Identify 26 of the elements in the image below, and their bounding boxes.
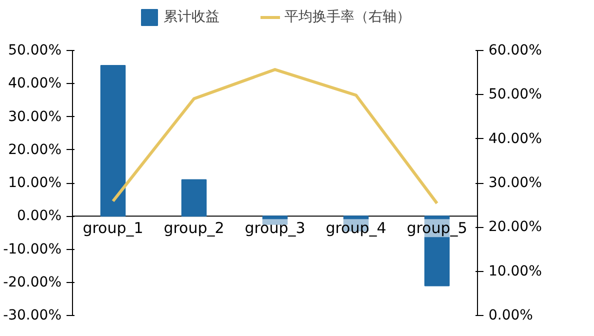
y-tick-label: 20.00% [8,142,62,158]
legend-label: 累计收益 [164,8,220,26]
line-series [112,68,438,205]
y2-tick-label: 60.00% [488,42,542,59]
y-tick-label: 0.00% [17,208,62,224]
bar [181,179,207,217]
y2-tick-label: 10.00% [488,263,542,280]
y-tick-label: -10.00% [3,241,62,258]
y2-tick-label: 30.00% [488,175,542,192]
x-tick-label: group_1 [82,219,144,238]
y-tick-label: 50.00% [8,42,62,59]
y2-tick-label: 50.00% [488,86,542,103]
y2-tick-label: 20.00% [488,219,542,236]
y2-tick-label: 40.00% [488,130,542,147]
y-tick-label: 30.00% [8,108,62,125]
bar [100,64,126,217]
y2-tick-label: 0.00% [488,308,533,324]
x-tick-label: group_4 [326,219,386,238]
x-tick-label: group_2 [164,219,224,238]
x-tick-label: group_5 [406,219,468,238]
y-tick-label: -20.00% [3,274,62,290]
y-tick-label: 40.00% [8,76,62,92]
y-tick-label: -30.00% [3,308,62,324]
y-tick-label: 10.00% [8,175,62,192]
x-tick-label: group_3 [244,219,306,238]
legend-label: 平均换手率（右轴） [284,8,410,26]
